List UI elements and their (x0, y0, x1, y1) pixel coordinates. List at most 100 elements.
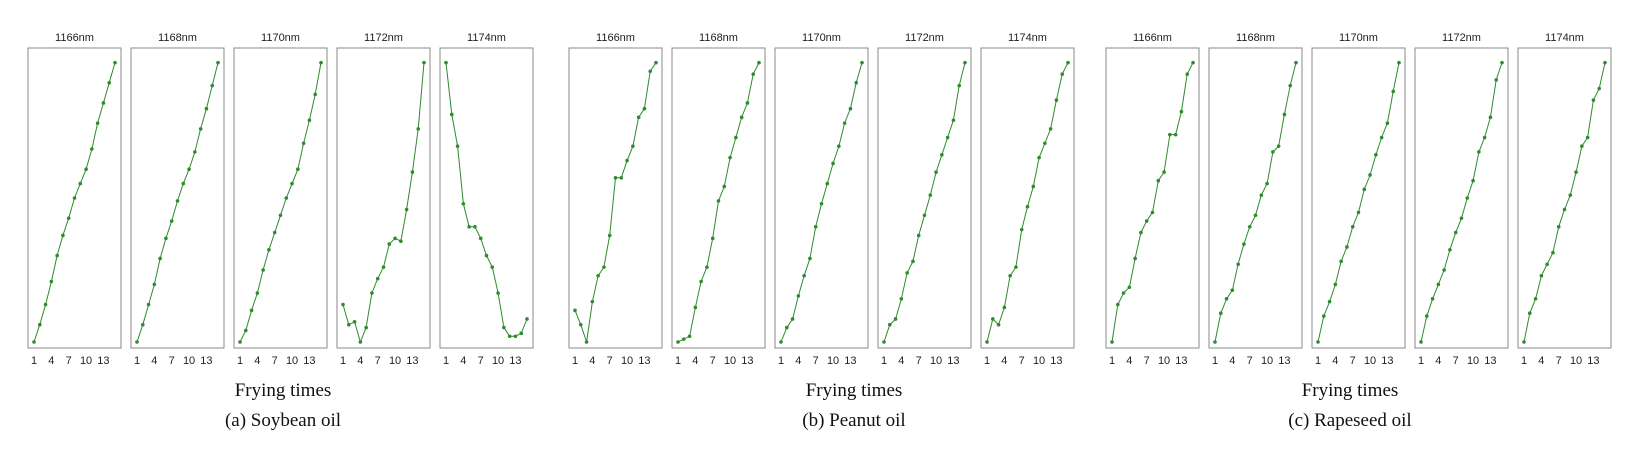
panel-title: 1174nm (1545, 32, 1584, 44)
x-tick-label: 7 (1556, 355, 1562, 367)
data-point (573, 308, 577, 313)
data-point (1391, 89, 1396, 94)
x-tick-label: 13 (97, 355, 109, 367)
panel-2-2: 1170nm 1 4 7 10 13 (1311, 32, 1406, 367)
panel-frame (1414, 47, 1509, 349)
data-point (1110, 340, 1114, 344)
data-point (1585, 135, 1590, 140)
data-point (854, 81, 859, 85)
x-tick-label: 7 (1350, 355, 1356, 367)
panel-title: 1172nm (1442, 32, 1481, 44)
data-point (1591, 98, 1596, 102)
data-point (1271, 150, 1275, 154)
x-tick-label: 7 (1247, 355, 1253, 367)
data-point (1339, 259, 1343, 264)
data-point (1037, 155, 1041, 160)
data-point (49, 279, 54, 284)
data-point (158, 256, 162, 261)
data-point (278, 213, 283, 218)
data-point (399, 239, 403, 243)
data-point (1356, 210, 1361, 215)
data-point (905, 271, 909, 275)
data-point (1144, 219, 1149, 223)
x-tick-label: 10 (1570, 355, 1582, 367)
data-point (1471, 178, 1475, 183)
data-point (934, 170, 938, 174)
data-point (198, 127, 203, 131)
data-point (1533, 297, 1538, 301)
x-tick-label: 7 (169, 355, 175, 367)
x-tick-label: 13 (1484, 355, 1496, 367)
x-tick-label: 10 (492, 355, 504, 367)
data-point (963, 60, 967, 65)
data-point (113, 60, 117, 65)
data-point (916, 233, 921, 238)
data-point (272, 230, 277, 235)
data-point (72, 196, 77, 200)
data-point (1574, 170, 1578, 174)
data-point (1185, 72, 1190, 76)
data-point (654, 60, 658, 65)
panel-title: 1174nm (1008, 32, 1047, 44)
data-point (1545, 262, 1549, 267)
x-tick-label: 4 (1332, 355, 1338, 367)
x-tick-label: 13 (1587, 355, 1599, 367)
data-point (648, 69, 653, 74)
data-point (1459, 216, 1464, 220)
data-point (860, 60, 864, 65)
data-point (375, 276, 380, 281)
data-point (1002, 305, 1007, 310)
panel-title: 1170nm (1339, 32, 1378, 44)
data-point (175, 199, 180, 203)
panel-frame (980, 47, 1075, 349)
x-tick-label: 1 (572, 355, 578, 367)
data-point (1288, 83, 1293, 88)
data-point (882, 340, 886, 344)
data-point (1253, 213, 1258, 218)
data-point (37, 322, 42, 327)
x-tick-label: 4 (1229, 355, 1235, 367)
data-point (578, 322, 583, 327)
data-point (1019, 227, 1024, 232)
data-point (613, 176, 618, 180)
x-tick-label: 7 (813, 355, 819, 367)
data-point (590, 299, 595, 304)
data-point (710, 236, 715, 241)
data-point (107, 81, 112, 85)
data-point (693, 305, 698, 310)
data-point (837, 144, 841, 148)
data-point (1213, 340, 1217, 344)
data-point (940, 153, 944, 157)
data-point (66, 216, 71, 220)
data-point (1179, 109, 1184, 114)
data-point (1265, 181, 1269, 186)
data-point (957, 83, 962, 88)
panel-frame (774, 47, 869, 349)
data-point (1562, 207, 1567, 212)
data-point (739, 115, 744, 120)
caption-c: (c) Rapeseed oil (1288, 410, 1412, 431)
x-tick-label: 7 (916, 355, 922, 367)
x-tick-label: 4 (48, 355, 54, 367)
x-tick-label: 7 (272, 355, 278, 367)
data-point (945, 135, 950, 140)
data-point (1385, 121, 1390, 125)
data-point (346, 322, 351, 327)
panel-title: 1174nm (467, 32, 506, 44)
x-tick-label: 1 (1418, 355, 1424, 367)
x-tick-label: 4 (151, 355, 157, 367)
panel-frame (233, 47, 328, 349)
data-point (1014, 265, 1018, 269)
data-point (1580, 144, 1584, 148)
data-point (1162, 170, 1166, 174)
data-point (307, 118, 312, 123)
data-point (922, 213, 927, 218)
panel-frame (1517, 47, 1612, 349)
panel-1-4: 1174nm 1 4 7 10 13 (980, 32, 1075, 367)
data-point (1224, 297, 1229, 301)
panel-title: 1166nm (1133, 32, 1172, 44)
data-point (1442, 268, 1446, 272)
data-point (404, 207, 409, 212)
data-point (238, 340, 242, 344)
data-point (32, 340, 36, 344)
